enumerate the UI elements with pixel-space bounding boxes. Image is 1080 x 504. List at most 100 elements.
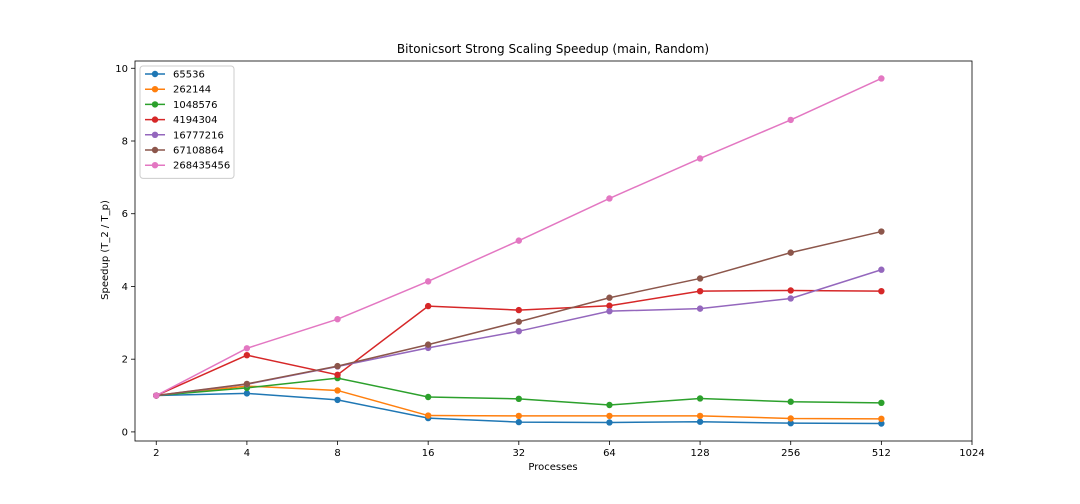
data-point bbox=[243, 345, 251, 352]
legend: 65536 262144 1048576 4194304 16777216 6710886… bbox=[139, 65, 235, 179]
x-tick-label: 64 bbox=[603, 448, 616, 459]
data-point bbox=[787, 295, 794, 302]
legend-marker bbox=[151, 101, 159, 108]
data-point bbox=[334, 315, 341, 323]
data-point bbox=[424, 302, 432, 310]
axes: 2 4 8 16 32 64 128 256 512 1024 0 2 4 6 8 10 bbox=[115, 64, 984, 459]
data-point bbox=[243, 390, 251, 397]
data-point bbox=[787, 249, 794, 256]
data-point bbox=[787, 415, 794, 422]
legend-label: 1048576 bbox=[173, 100, 218, 111]
data-point bbox=[606, 307, 613, 315]
x-axis-label: Processes bbox=[528, 462, 577, 473]
legend-marker bbox=[151, 116, 159, 123]
data-point bbox=[878, 287, 885, 295]
data-point bbox=[424, 278, 432, 285]
data-point bbox=[787, 116, 794, 124]
legend-marker bbox=[151, 86, 159, 93]
data-point bbox=[878, 415, 885, 423]
data-point bbox=[696, 305, 704, 312]
data-point bbox=[696, 155, 704, 162]
x-tick-label: 16 bbox=[422, 448, 435, 459]
x-tick-label: 2 bbox=[153, 448, 159, 459]
y-tick-label: 6 bbox=[122, 209, 128, 220]
y-tick-label: 8 bbox=[122, 137, 128, 148]
data-point bbox=[878, 399, 885, 407]
data-point bbox=[606, 412, 613, 420]
y-tick-label: 10 bbox=[115, 64, 128, 75]
data-point bbox=[515, 237, 523, 244]
data-point bbox=[606, 195, 613, 202]
x-tick-label: 32 bbox=[512, 448, 525, 459]
x-tick-label: 128 bbox=[691, 448, 710, 459]
data-point bbox=[787, 419, 794, 427]
legend-label: 67108864 bbox=[173, 146, 224, 157]
series-16777216 bbox=[153, 266, 885, 399]
data-point bbox=[424, 412, 432, 419]
data-point bbox=[787, 398, 794, 405]
data-point bbox=[515, 412, 523, 420]
data-point bbox=[515, 306, 523, 314]
chart-title: Bitonicsort Strong Scaling Speedup (main… bbox=[397, 42, 709, 56]
legend-label: 262144 bbox=[173, 85, 211, 96]
series-67108864 bbox=[153, 228, 885, 399]
series-1048576 bbox=[153, 374, 885, 409]
legend-item: 1048576 bbox=[145, 100, 218, 111]
data-point bbox=[153, 392, 160, 399]
series-line bbox=[155, 77, 882, 397]
data-point bbox=[334, 362, 341, 370]
data-point bbox=[696, 418, 704, 425]
data-point bbox=[515, 327, 523, 335]
legend-item: 262144 bbox=[145, 85, 211, 96]
legend-label: 16777216 bbox=[173, 130, 224, 141]
data-point bbox=[334, 396, 341, 404]
x-tick-label: 8 bbox=[334, 448, 340, 459]
data-point bbox=[243, 351, 251, 359]
data-point bbox=[696, 412, 704, 420]
legend-item: 268435456 bbox=[145, 161, 230, 172]
series-65536 bbox=[153, 390, 885, 427]
legend-label: 4194304 bbox=[173, 115, 218, 126]
data-point bbox=[696, 395, 704, 402]
data-point bbox=[696, 275, 704, 282]
data-point bbox=[878, 420, 885, 427]
legend-item: 67108864 bbox=[145, 146, 224, 157]
data-point bbox=[878, 75, 885, 82]
x-tick-label: 512 bbox=[872, 448, 891, 459]
data-point bbox=[515, 318, 523, 325]
data-point bbox=[878, 228, 885, 235]
data-point bbox=[243, 380, 251, 388]
series-line bbox=[156, 230, 882, 397]
data-point bbox=[606, 419, 613, 426]
legend-marker bbox=[151, 131, 159, 138]
series-268435456 bbox=[153, 75, 885, 399]
data-point bbox=[878, 266, 885, 273]
legend-item: 65536 bbox=[145, 70, 205, 81]
legend-item: 16777216 bbox=[145, 130, 224, 141]
legend-label: 65536 bbox=[173, 70, 205, 81]
y-axis-label: Speedup (T_2 / T_p) bbox=[100, 200, 111, 300]
legend-item: 4194304 bbox=[145, 115, 218, 126]
data-point bbox=[787, 287, 794, 294]
x-tick-label: 1024 bbox=[959, 448, 984, 459]
data-point bbox=[515, 395, 523, 403]
legend-label: 268435456 bbox=[173, 161, 230, 172]
data-point bbox=[334, 371, 341, 379]
data-point bbox=[334, 387, 341, 394]
data-point bbox=[515, 418, 523, 426]
y-tick-label: 4 bbox=[122, 282, 128, 293]
plot-area bbox=[153, 75, 885, 427]
y-tick-label: 0 bbox=[122, 427, 128, 438]
legend-marker bbox=[151, 70, 159, 78]
y-tick-label: 2 bbox=[122, 355, 128, 366]
x-tick-label: 256 bbox=[781, 448, 800, 459]
x-tick-label: 4 bbox=[244, 448, 250, 459]
data-point bbox=[606, 401, 613, 409]
legend-marker bbox=[151, 162, 159, 169]
data-point bbox=[696, 287, 704, 295]
series-262144 bbox=[153, 382, 885, 423]
data-point bbox=[424, 341, 432, 348]
legend-marker bbox=[151, 146, 159, 154]
data-point bbox=[606, 294, 613, 301]
